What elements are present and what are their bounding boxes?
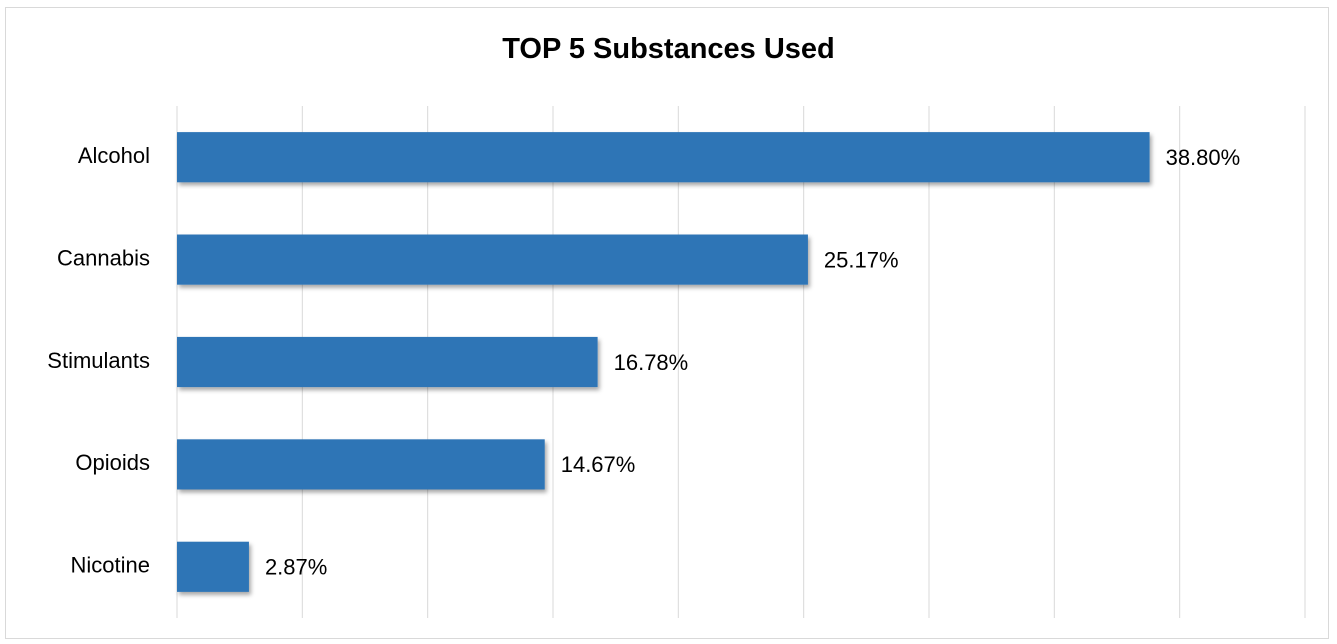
category-label-opioids: Opioids [75, 450, 150, 475]
data-label-opioids: 14.67% [561, 452, 636, 477]
bar-alcohol [177, 132, 1150, 183]
data-label-cannabis: 25.17% [824, 247, 899, 272]
bar-stimulants [177, 336, 598, 388]
data-label-nicotine: 2.87% [265, 555, 327, 580]
chart-title: TOP 5 Substances Used [502, 33, 835, 65]
bar-nicotine [177, 541, 249, 592]
bar-opioids [177, 439, 545, 490]
category-label-alcohol: Alcohol [78, 143, 150, 168]
bars [177, 132, 1150, 592]
data-label-alcohol: 38.80% [1166, 145, 1241, 170]
bar-cannabis [177, 234, 808, 285]
labels: Alcohol 38.80% Cannabis 25.17% Stimulants 16.… [47, 143, 1240, 580]
data-label-stimulants: 16.78% [614, 350, 689, 375]
chart-frame [5, 7, 1329, 639]
category-label-nicotine: Nicotine [71, 553, 150, 578]
category-label-stimulants: Stimulants [47, 348, 150, 373]
category-label-cannabis: Cannabis [57, 245, 150, 270]
